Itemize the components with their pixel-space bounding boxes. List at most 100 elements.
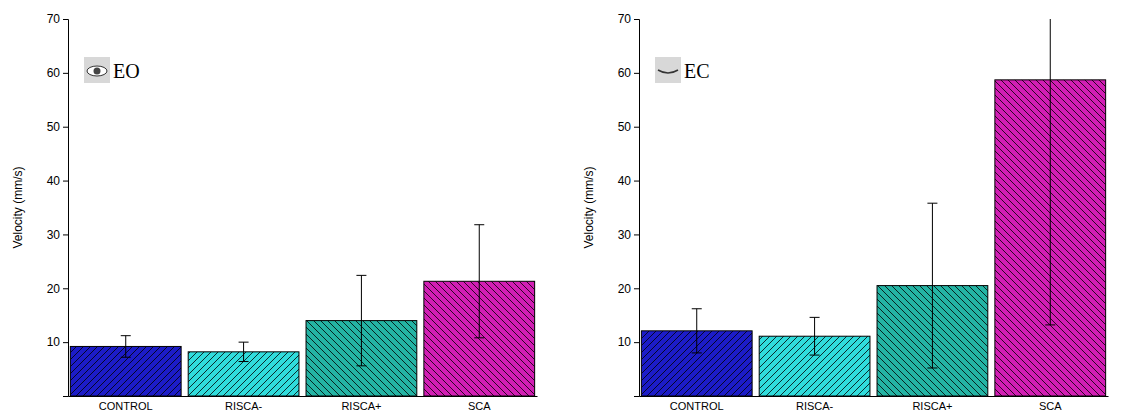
panel-title: EC [684, 60, 710, 82]
x-axis: CONTROL RISCA- RISCA+ SCA [640, 397, 1109, 412]
panel-title: EO [113, 60, 140, 82]
error-line [814, 317, 815, 355]
y-tick: 10 [618, 335, 639, 349]
y-tick-label: 20 [47, 282, 61, 296]
y-tick-label: 30 [47, 228, 61, 242]
y-tick-label: 10 [47, 335, 61, 349]
error-bar [927, 203, 937, 368]
panel: 10203040506070CONTROLRISCA-RISCA+SCAVelo… [582, 0, 1109, 412]
y-tick-label: 60 [47, 66, 61, 80]
icon-bg [84, 57, 110, 83]
error-line [361, 275, 362, 365]
y-tick-mark [63, 234, 68, 235]
y-axis-line [634, 20, 640, 397]
y-tick: 30 [618, 228, 639, 242]
eye-icon [84, 57, 110, 83]
plot-marks [70, 225, 534, 396]
error-cap [810, 355, 820, 356]
y-tick-label: 40 [618, 174, 632, 188]
plot-marks [641, 19, 1105, 396]
error-bar [692, 309, 702, 353]
icon-eye [658, 70, 678, 73]
y-tick-mark [63, 19, 68, 20]
y-tick-mark [634, 181, 639, 182]
icon-eye [87, 66, 107, 76]
x-tick: SCA [468, 400, 491, 412]
x-tick-label: CONTROL [99, 400, 153, 412]
error-cap [927, 203, 937, 204]
x-tick-label: RISCA- [796, 400, 834, 412]
y-tick: 60 [618, 66, 639, 80]
y-tick-label: 60 [618, 66, 632, 80]
x-tick: SCA [1039, 400, 1062, 412]
error-line [243, 342, 244, 361]
error-line [1050, 19, 1051, 325]
error-bar [356, 275, 366, 365]
y-tick-label: 20 [618, 282, 632, 296]
error-line [479, 225, 480, 338]
error-line [125, 336, 126, 358]
error-bar [474, 225, 484, 338]
y-tick-mark [63, 342, 68, 343]
y-axis-title: Velocity (mm/s) [11, 166, 25, 248]
y-tick-mark [634, 234, 639, 235]
x-axis-line [69, 396, 538, 397]
y-tick: 70 [618, 12, 639, 26]
y-tick-mark [63, 127, 68, 128]
y-axis-line [63, 20, 69, 397]
y-tick-mark [634, 342, 639, 343]
y-tick-mark [634, 19, 639, 20]
x-axis: CONTROL RISCA- RISCA+ SCA [69, 397, 538, 412]
y-tick: 70 [47, 12, 68, 26]
eye-icon [655, 57, 681, 83]
y-tick-label: 70 [47, 12, 61, 26]
x-tick-label: RISCA- [225, 400, 263, 412]
x-tick: CONTROL [99, 400, 153, 412]
error-cap [474, 337, 484, 338]
y-axis-title: Velocity (mm/s) [582, 166, 596, 248]
x-tick: CONTROL [670, 400, 724, 412]
error-cap [356, 365, 366, 366]
y-tick: 60 [47, 66, 68, 80]
error-bar [239, 342, 249, 361]
y-tick-mark [63, 73, 68, 74]
x-tick: RISCA- [796, 400, 834, 412]
x-tick: RISCA+ [341, 400, 381, 412]
error-cap [121, 357, 131, 358]
y-tick: 40 [47, 174, 68, 188]
error-cap [1045, 324, 1055, 325]
y-tick: 40 [618, 174, 639, 188]
x-tick-label: RISCA+ [912, 400, 952, 412]
y-tick-label: 40 [47, 174, 61, 188]
error-cap [356, 275, 366, 276]
y-tick: 50 [47, 120, 68, 134]
y-tick-mark [634, 127, 639, 128]
y-tick-mark [63, 181, 68, 182]
error-bar [810, 317, 820, 355]
y-tick-label: 50 [47, 120, 61, 134]
x-tick-label: RISCA+ [341, 400, 381, 412]
chart-root: 10 20 30 40 50 60 70 CONTROL RISCA- RISCA+ SCA Velo… [0, 0, 1142, 418]
error-cap [927, 367, 937, 368]
x-axis-line [640, 396, 1109, 397]
x-tick: RISCA- [225, 400, 263, 412]
y-axis: 10203040506070 [618, 12, 640, 396]
error-bar [121, 336, 131, 358]
error-bar [1045, 19, 1055, 325]
error-cap [121, 335, 131, 336]
y-tick: 10 [47, 335, 68, 349]
y-tick-label: 70 [618, 12, 632, 26]
error-cap [692, 352, 702, 353]
error-line [696, 309, 697, 353]
error-cap [239, 361, 249, 362]
y-tick-mark [634, 288, 639, 289]
error-cap [239, 342, 249, 343]
y-tick: 20 [618, 282, 639, 296]
x-tick: RISCA+ [912, 400, 952, 412]
error-line [932, 203, 933, 368]
icon-pupil [94, 68, 101, 75]
y-tick: 20 [47, 282, 68, 296]
x-tick-label: SCA [1039, 400, 1062, 412]
x-tick-label: SCA [468, 400, 491, 412]
icon-bg [655, 57, 681, 83]
